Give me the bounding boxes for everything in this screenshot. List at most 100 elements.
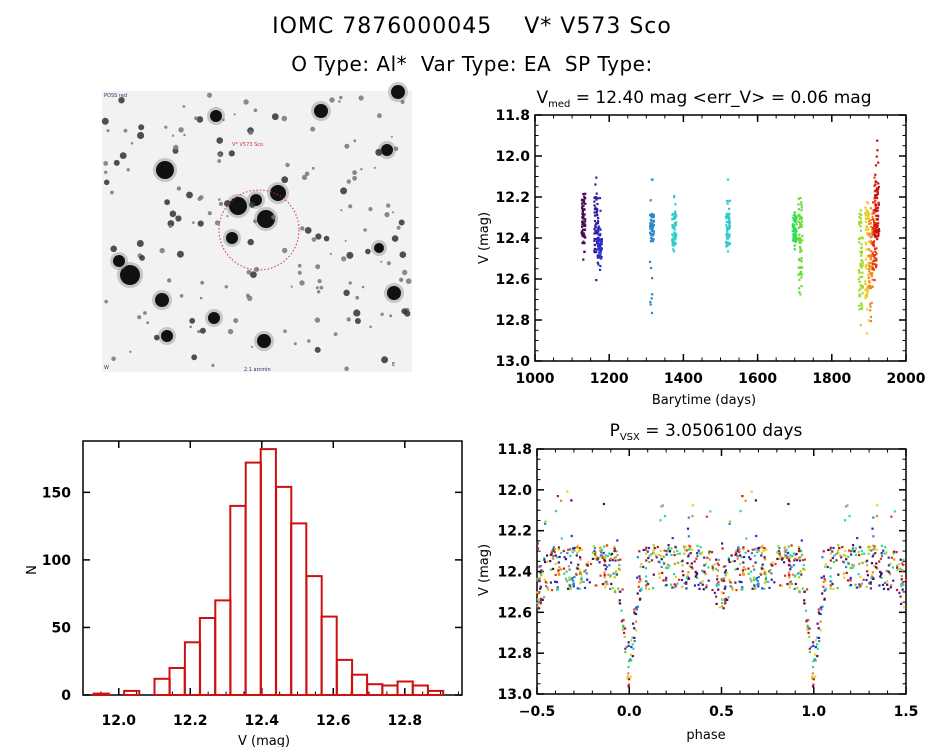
histogram-x-tick-label: 12.4 bbox=[245, 713, 280, 729]
lightcurve-data-point bbox=[649, 226, 652, 229]
phased-data-point bbox=[665, 579, 668, 582]
phased-data-point bbox=[875, 566, 878, 569]
phased-data-point bbox=[605, 565, 609, 568]
phased-data-point bbox=[816, 643, 819, 646]
phased-data-point bbox=[652, 544, 655, 547]
phased-data-point bbox=[609, 587, 612, 590]
lightcurve-data-point bbox=[874, 189, 878, 192]
phased-data-point bbox=[784, 554, 787, 557]
phased-data-point bbox=[865, 578, 868, 582]
lightcurve-data-point bbox=[859, 324, 862, 327]
phased-data-point bbox=[697, 583, 700, 586]
phased-data-point bbox=[661, 571, 664, 574]
phased-data-point bbox=[585, 563, 588, 566]
phased-data-point bbox=[750, 580, 753, 583]
star bbox=[315, 233, 322, 240]
lightcurve-data-point bbox=[794, 219, 797, 222]
phased-data-point bbox=[579, 558, 582, 561]
phased-data-point bbox=[604, 583, 607, 586]
phased-data-point bbox=[823, 578, 826, 581]
phased-data-point bbox=[579, 556, 582, 559]
star bbox=[197, 196, 202, 201]
phased-data-point bbox=[832, 587, 835, 591]
lightcurve-data-point bbox=[872, 231, 875, 234]
lightcurve-data-point bbox=[875, 214, 878, 217]
phased-data-point bbox=[838, 546, 841, 549]
lightcurve-data-point bbox=[594, 206, 597, 209]
lightcurve-data-point bbox=[877, 161, 880, 164]
lightcurve-data-point bbox=[865, 228, 868, 232]
histogram-bar bbox=[214, 599, 232, 697]
phased-data-point bbox=[858, 562, 861, 565]
lightcurve-data-point bbox=[582, 215, 585, 218]
phased-data-point bbox=[565, 570, 568, 573]
phased-y-tick-label: 13.0 bbox=[497, 687, 532, 703]
phased-data-point bbox=[868, 582, 871, 585]
phased-data-point bbox=[613, 545, 616, 548]
lightcurve-data-point bbox=[651, 240, 654, 243]
phased-data-point bbox=[586, 578, 589, 581]
lightcurve-data-point bbox=[872, 232, 875, 235]
phased-data-point bbox=[881, 583, 885, 586]
phased-data-point bbox=[765, 576, 768, 579]
star bbox=[154, 334, 160, 341]
phased-data-point bbox=[588, 581, 591, 584]
phased-data-point bbox=[841, 545, 844, 549]
phased-data-point bbox=[778, 551, 781, 554]
star bbox=[405, 278, 412, 285]
phased-data-point bbox=[764, 578, 767, 581]
lightcurve-data-point bbox=[725, 234, 728, 237]
lightcurve-data-point bbox=[799, 272, 802, 275]
lightcurve-data-point bbox=[595, 248, 598, 251]
phased-data-point bbox=[715, 558, 718, 561]
phased-data-point bbox=[673, 583, 676, 586]
lightcurve-data-point bbox=[725, 217, 728, 220]
phased-data-point bbox=[543, 578, 546, 581]
phased-data-point bbox=[645, 546, 648, 549]
histogram-bar bbox=[320, 615, 338, 696]
lightcurve-data-point bbox=[866, 212, 869, 215]
phased-data-point bbox=[717, 588, 720, 591]
phased-data-point bbox=[604, 556, 607, 559]
lightcurve-data-point bbox=[671, 239, 674, 242]
lightcurve-data-point bbox=[860, 236, 863, 239]
phased-data-point bbox=[819, 606, 822, 609]
lightcurve-data-point bbox=[858, 271, 861, 274]
lightcurve-data-point bbox=[865, 248, 868, 251]
phased-data-point bbox=[829, 580, 832, 583]
phased-data-point bbox=[854, 553, 858, 557]
phased-data-point bbox=[652, 587, 655, 590]
phased-data-point bbox=[824, 587, 827, 590]
phased-data-point bbox=[792, 564, 795, 567]
lightcurve-data-point bbox=[672, 240, 675, 243]
phased-data-point bbox=[822, 575, 826, 578]
lightcurve-data-point bbox=[798, 278, 801, 281]
phased-data-point bbox=[636, 556, 639, 559]
phased-data-point bbox=[734, 581, 737, 584]
lightcurve-data-point bbox=[861, 264, 864, 267]
phased-data-point bbox=[836, 549, 840, 552]
star bbox=[257, 210, 275, 228]
phased-data-point bbox=[890, 515, 893, 518]
phased-data-point bbox=[752, 565, 755, 568]
lightcurve-data-point bbox=[674, 212, 677, 215]
phased-data-point bbox=[713, 563, 716, 566]
lightcurve-data-point bbox=[797, 273, 800, 276]
phased-data-point bbox=[652, 549, 655, 552]
phased-data-point bbox=[797, 556, 801, 559]
lightcurve-y-tick-label: 12.6 bbox=[495, 272, 530, 288]
phased-data-point bbox=[849, 583, 853, 587]
phased-data-point bbox=[568, 576, 571, 579]
phased-data-point bbox=[652, 552, 656, 555]
star bbox=[217, 152, 222, 157]
star bbox=[199, 327, 206, 334]
star bbox=[355, 295, 360, 300]
phased-data-point bbox=[870, 562, 874, 565]
phased-data-point bbox=[753, 568, 756, 571]
phased-data-point bbox=[715, 583, 718, 587]
lightcurve-data-point bbox=[600, 256, 603, 259]
lightcurve-data-point bbox=[595, 222, 598, 225]
phased-data-point bbox=[543, 557, 546, 560]
lightcurve-data-point bbox=[793, 244, 796, 247]
phased-data-point bbox=[717, 583, 720, 586]
